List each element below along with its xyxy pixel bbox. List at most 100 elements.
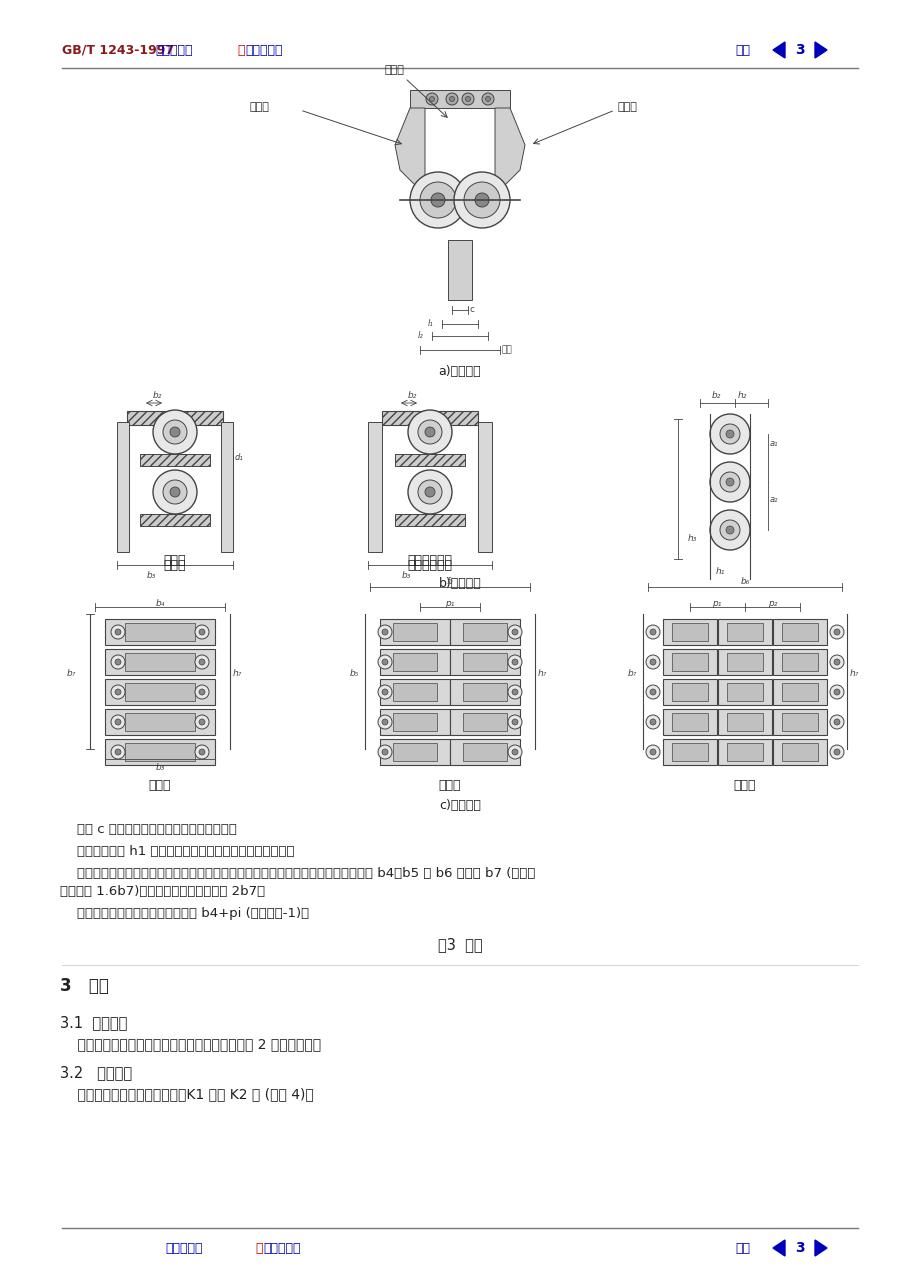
Bar xyxy=(105,679,215,705)
Bar xyxy=(140,454,210,466)
Bar xyxy=(462,713,506,731)
Text: b₃: b₃ xyxy=(147,572,156,580)
Text: 双排链: 双排链 xyxy=(438,779,460,792)
Circle shape xyxy=(645,656,659,670)
Bar xyxy=(781,713,817,731)
Circle shape xyxy=(115,689,121,695)
Text: l₁: l₁ xyxy=(427,320,433,328)
Circle shape xyxy=(709,510,749,550)
Circle shape xyxy=(834,749,839,755)
Text: a₁: a₁ xyxy=(769,439,777,448)
Circle shape xyxy=(429,97,434,102)
Circle shape xyxy=(199,749,205,755)
Circle shape xyxy=(378,745,391,759)
Text: 单排链: 单排链 xyxy=(149,779,171,792)
Circle shape xyxy=(507,656,521,670)
Circle shape xyxy=(111,745,125,759)
Circle shape xyxy=(829,745,843,759)
Text: b₇: b₇ xyxy=(67,670,76,679)
Circle shape xyxy=(199,659,205,665)
Circle shape xyxy=(650,749,655,755)
Circle shape xyxy=(512,659,517,665)
Circle shape xyxy=(425,93,437,104)
Bar xyxy=(221,423,233,552)
Text: 对三排以上的链条，其链条全宽为 b4+pi (链条排数-1)。: 对三排以上的链条，其链条全宽为 b4+pi (链条排数-1)。 xyxy=(60,906,309,920)
Circle shape xyxy=(407,470,451,514)
Bar xyxy=(125,684,195,701)
Circle shape xyxy=(417,480,441,504)
Text: p₂: p₂ xyxy=(767,600,777,608)
Bar xyxy=(462,653,506,671)
Circle shape xyxy=(482,93,494,104)
Bar xyxy=(772,619,826,645)
Bar xyxy=(726,622,762,642)
Circle shape xyxy=(163,420,187,444)
Bar xyxy=(448,241,471,300)
Circle shape xyxy=(378,656,391,670)
Circle shape xyxy=(645,625,659,639)
Bar xyxy=(380,679,449,705)
Text: b₅: b₅ xyxy=(349,670,359,679)
Bar xyxy=(380,709,449,735)
Circle shape xyxy=(381,689,388,695)
Circle shape xyxy=(381,749,388,755)
Circle shape xyxy=(485,97,490,102)
Text: 后退: 后退 xyxy=(734,1241,749,1254)
Text: b₇: b₇ xyxy=(628,670,637,679)
Bar xyxy=(671,713,708,731)
Bar xyxy=(663,740,716,765)
Bar xyxy=(781,622,817,642)
Bar xyxy=(781,653,817,671)
Bar xyxy=(381,411,478,425)
Text: 内链板: 内链板 xyxy=(618,102,637,112)
Bar xyxy=(125,622,195,642)
Text: 弯链板: 弯链板 xyxy=(384,65,404,75)
Circle shape xyxy=(199,629,205,635)
Circle shape xyxy=(512,749,517,755)
Bar xyxy=(117,423,129,552)
Text: c)链条型式: c)链条型式 xyxy=(438,799,481,812)
Circle shape xyxy=(720,519,739,540)
Bar xyxy=(392,713,437,731)
Circle shape xyxy=(449,97,454,102)
Circle shape xyxy=(446,93,458,104)
Bar xyxy=(781,684,817,701)
Bar xyxy=(392,653,437,671)
Circle shape xyxy=(512,719,517,726)
Circle shape xyxy=(410,172,466,228)
Polygon shape xyxy=(394,108,425,185)
Circle shape xyxy=(417,420,441,444)
Text: 用止锁零件接头的链条全宽是：当一端有带止锁件的接头时，对端部铆头销轴长度为 b4、b5 或 b6 再加上 b7 (或带头: 用止锁零件接头的链条全宽是：当一端有带止锁件的接头时，对端部铆头销轴长度为 b4… xyxy=(60,867,535,880)
Circle shape xyxy=(829,715,843,729)
Bar xyxy=(449,709,519,735)
Text: h₇: h₇ xyxy=(233,670,242,679)
Bar xyxy=(125,713,195,731)
Circle shape xyxy=(199,719,205,726)
Bar xyxy=(671,743,708,761)
Bar xyxy=(125,653,195,671)
Text: b₂: b₂ xyxy=(711,391,720,400)
Circle shape xyxy=(709,462,749,502)
Bar xyxy=(726,653,762,671)
Bar xyxy=(772,740,826,765)
Text: 3.1  一般规则: 3.1 一般规则 xyxy=(60,1015,127,1030)
Bar xyxy=(462,684,506,701)
Bar xyxy=(717,619,771,645)
Circle shape xyxy=(170,426,180,437)
Bar xyxy=(410,90,509,108)
Bar xyxy=(717,740,771,765)
Circle shape xyxy=(430,193,445,207)
Bar xyxy=(449,649,519,675)
Bar xyxy=(663,649,716,675)
Circle shape xyxy=(720,424,739,444)
Bar xyxy=(462,743,506,761)
Text: 锁轴的加 1.6b7)，当两端都有止锁件时加 2b7。: 锁轴的加 1.6b7)，当两端都有止锁件时加 2b7。 xyxy=(60,885,265,897)
Text: b₃: b₃ xyxy=(402,572,411,580)
Bar xyxy=(671,622,708,642)
Bar xyxy=(105,709,215,735)
Text: 3.2   附件型式: 3.2 附件型式 xyxy=(60,1066,132,1080)
Bar xyxy=(125,743,195,761)
Circle shape xyxy=(507,625,521,639)
Bar xyxy=(781,743,817,761)
Bar xyxy=(663,709,716,735)
